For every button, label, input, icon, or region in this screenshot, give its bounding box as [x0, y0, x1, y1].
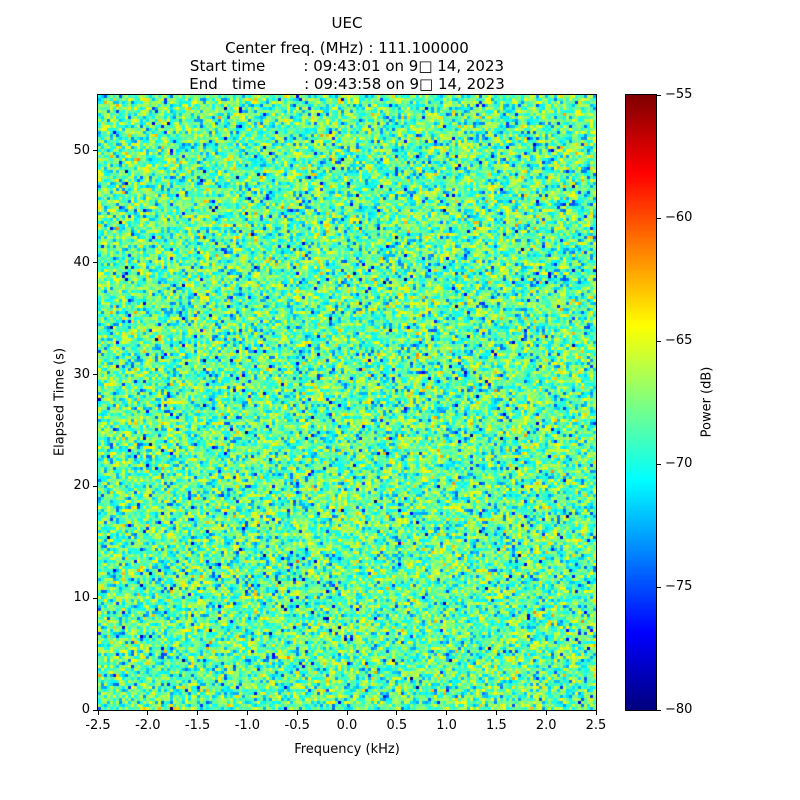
- x-tick-mark: [446, 711, 448, 715]
- start-time-line: Start time : 09:43:01 on 9□ 14, 2023: [189, 57, 505, 75]
- x-tick-mark: [296, 711, 298, 715]
- x-axis-label: Frequency (kHz): [294, 742, 400, 757]
- colorbar-tick-mark: [657, 217, 661, 219]
- x-tick-label: 2.0: [535, 718, 557, 733]
- x-tick-label: -1.0: [234, 718, 261, 733]
- colorbar-tick-label: −65: [665, 333, 693, 348]
- x-tick-label: -1.5: [184, 718, 211, 733]
- x-tick-label: 0.5: [386, 718, 408, 733]
- y-axis-label: Elapsed Time (s): [52, 347, 68, 457]
- colorbar-tick-label: −75: [665, 579, 693, 594]
- y-tick-mark: [93, 597, 97, 599]
- colorbar-tick-mark: [657, 463, 661, 465]
- end-time-line: End time : 09:43:58 on 9□ 14, 2023: [189, 75, 505, 93]
- x-tick-label: 2.5: [585, 718, 607, 733]
- colorbar-tick-mark: [657, 94, 661, 96]
- colorbar-tick-label: −80: [665, 702, 693, 717]
- y-tick-label: 40: [73, 254, 90, 270]
- x-tick-mark: [396, 711, 398, 715]
- colorbar: [625, 94, 657, 711]
- figure-title: UEC: [331, 14, 363, 32]
- y-tick-label: 30: [73, 366, 90, 382]
- y-tick-label: 50: [73, 142, 90, 158]
- spectrogram-heatmap: [98, 95, 596, 710]
- y-tick-label: 0: [81, 702, 90, 717]
- x-tick-mark: [147, 711, 149, 715]
- x-tick-label: 0.0: [336, 718, 358, 733]
- colorbar-tick-mark: [657, 586, 661, 588]
- colorbar-tick-mark: [657, 340, 661, 342]
- x-tick-mark: [246, 711, 248, 715]
- plot-area: [97, 94, 597, 711]
- x-tick-label: 1.5: [486, 718, 507, 733]
- x-tick-label: 1.0: [436, 718, 457, 733]
- y-tick-mark: [93, 262, 97, 264]
- x-tick-label: -2.0: [135, 718, 161, 733]
- x-tick-mark: [545, 711, 547, 715]
- x-tick-mark: [97, 711, 99, 715]
- colorbar-tick-label: −60: [665, 210, 693, 225]
- y-tick-label: 20: [73, 478, 90, 494]
- x-tick-mark: [346, 711, 348, 715]
- colorbar-tick-label: −55: [665, 87, 693, 102]
- x-tick-label: -2.5: [85, 718, 111, 733]
- center-freq-line: Center freq. (MHz) : 111.100000: [225, 39, 469, 57]
- colorbar-label: Power (dB): [699, 366, 715, 438]
- x-tick-mark: [595, 711, 597, 715]
- y-tick-label: 10: [73, 590, 90, 606]
- y-tick-mark: [93, 709, 97, 711]
- x-tick-label: -0.5: [284, 718, 310, 733]
- colorbar-gradient: [626, 95, 656, 710]
- y-tick-mark: [93, 485, 97, 487]
- colorbar-tick-mark: [657, 709, 661, 711]
- y-tick-mark: [93, 374, 97, 376]
- x-tick-mark: [197, 711, 199, 715]
- colorbar-tick-label: −70: [665, 456, 693, 471]
- x-tick-mark: [495, 711, 497, 715]
- y-tick-mark: [93, 150, 97, 152]
